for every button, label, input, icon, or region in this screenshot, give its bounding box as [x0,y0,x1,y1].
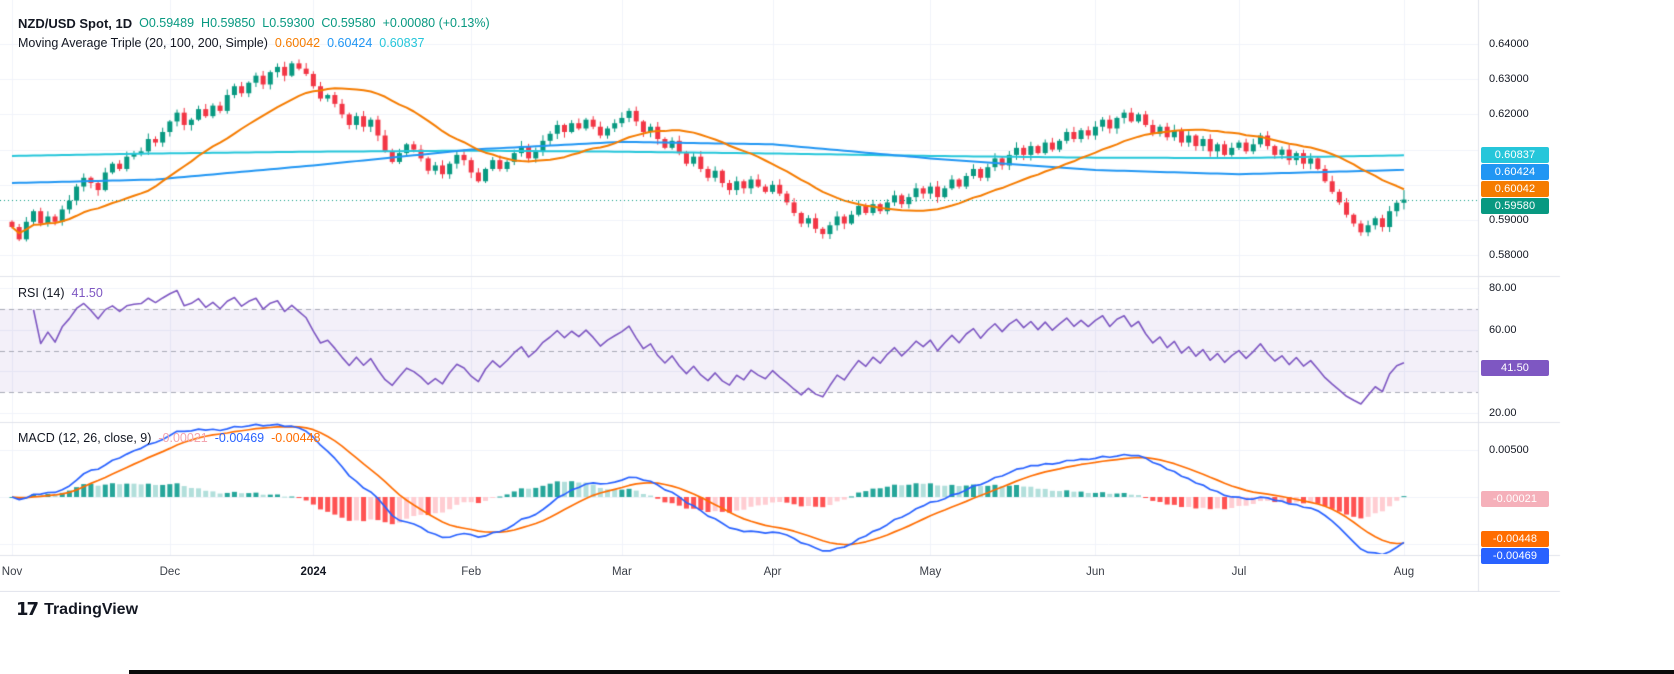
time-axis-label-mar: Mar [611,566,632,578]
time-axis-label-may: May [919,566,942,578]
ohlc-high: H0.59850 [201,16,256,30]
price-tick-label: 0.59000 [1489,214,1529,226]
macd-axis-badge: -0.00021 [1481,490,1549,507]
tradingview-logo-icon: 17 [16,599,39,620]
macd-indicator-title[interactable]: MACD (12, 26, close, 9) [18,431,152,445]
chart-canvas[interactable] [0,0,1674,592]
rsi-tick-label: 60.00 [1489,323,1517,336]
ohlc-open: O0.59489 [139,16,195,30]
macd-line-value: -0.00469 [214,431,265,445]
rsi-legend: RSI (14) 41.50 [18,283,103,303]
ma20-value: 0.60042 [274,36,321,50]
tradingview-logo-link[interactable]: 17 TradingView [16,599,138,620]
ma-indicator-title[interactable]: Moving Average Triple (20, 100, 200, Sim… [18,36,268,50]
price-tick-label: 0.64000 [1489,38,1529,50]
macd-axis-badge: -0.00469 [1481,548,1549,565]
ohlc-low: L0.59300 [262,16,315,30]
price-change: +0.00080 (+0.13%) [382,16,490,30]
rsi-tick-label: 80.00 [1489,282,1517,294]
symbol-title[interactable]: NZD/USD Spot, 1D [18,15,133,31]
time-axis-label-jun: Jun [1086,566,1105,578]
tradingview-wordmark: TradingView [44,600,139,618]
rsi-value: 41.50 [71,286,103,300]
time-axis-label-apr: Apr [763,566,782,578]
price-axis-badge: 0.60424 [1481,164,1549,181]
rsi-tick-label: 20.00 [1489,407,1517,419]
ma200-value: 0.60837 [379,36,425,50]
ohlc-close: C0.59580 [321,16,376,30]
price-legend: NZD/USD Spot, 1D O0.59489 H0.59850 L0.59… [18,13,490,53]
rsi-axis-badge: 41.50 [1481,360,1549,377]
macd-legend: MACD (12, 26, close, 9) -0.00021 -0.0046… [18,428,320,448]
time-axis[interactable]: Nov Dec 2024 Feb Mar Apr May Jun Jul Aug [0,556,1478,592]
macd-hist-value: -0.00021 [158,431,208,445]
ma100-value: 0.60424 [327,36,373,50]
price-scale-axis[interactable]: 0.64000 0.63000 0.62000 0.59000 0.58000 80.00… [1478,0,1674,592]
time-axis-label-feb: Feb [461,566,482,578]
time-axis-label-nov: Nov [1,566,23,578]
window-edge-bar [129,670,1674,674]
price-axis-badge: 0.60837 [1481,147,1549,164]
price-axis-badge: 0.59580 [1481,198,1549,215]
time-axis-label-aug: Aug [1393,566,1415,578]
macd-signal-value: -0.00448 [271,431,321,445]
time-axis-label-2024: 2024 [300,566,327,578]
price-tick-label: 0.58000 [1489,249,1529,262]
price-tick-label: 0.62000 [1489,108,1529,121]
rsi-indicator-title[interactable]: RSI (14) [18,286,65,300]
price-tick-label: 0.63000 [1489,73,1529,86]
time-axis-label-jul: Jul [1231,566,1247,578]
macd-axis-badge: -0.00448 [1481,531,1549,548]
macd-tick-label: 0.00500 [1489,444,1529,456]
time-axis-label-dec: Dec [159,566,181,578]
price-axis-badge: 0.60042 [1481,181,1549,198]
